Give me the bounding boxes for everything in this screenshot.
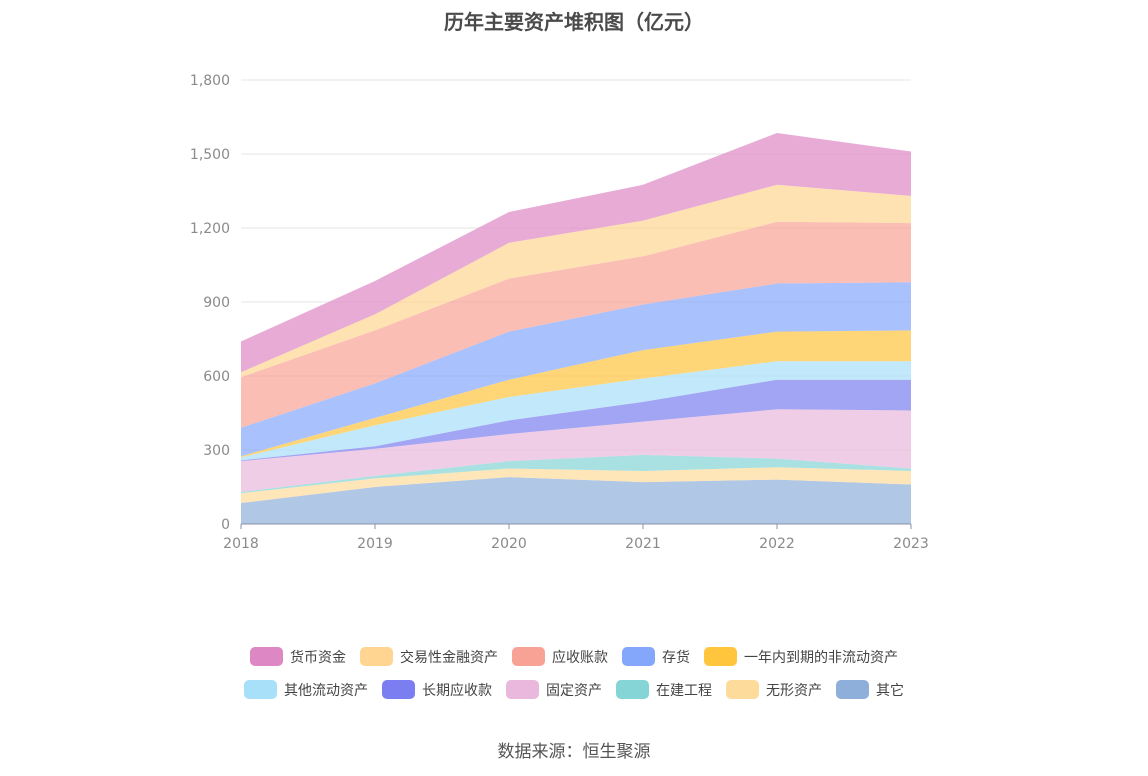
legend-item[interactable]: 交易性金融资产	[360, 647, 498, 667]
area-series-货币资金	[241, 133, 911, 373]
y-tick-label: 900	[203, 295, 230, 311]
legend-label: 一年内到期的非流动资产	[744, 649, 898, 666]
legend-row: 货币资金 交易性金融资产 应收账款 存货 一年内到期的非流动资产	[0, 640, 1148, 673]
legend-item[interactable]: 无形资产	[726, 680, 822, 700]
y-tick-label: 1,200	[190, 221, 230, 237]
legend-item[interactable]: 存货	[622, 647, 690, 667]
legend-swatch	[360, 647, 393, 666]
legend-label: 在建工程	[656, 682, 712, 699]
y-tick-label: 0	[221, 517, 230, 533]
legend-item[interactable]: 其他流动资产	[244, 680, 368, 700]
legend-row: 其他流动资产 长期应收款 固定资产 在建工程 无形资产 其它	[0, 673, 1148, 706]
legend-label: 固定资产	[546, 682, 602, 699]
legend-item[interactable]: 一年内到期的非流动资产	[704, 647, 898, 667]
legend-swatch	[836, 680, 869, 699]
legend-label: 其他流动资产	[284, 682, 368, 699]
legend-label: 其它	[876, 682, 904, 699]
legend-swatch	[250, 647, 283, 666]
y-tick-label: 600	[203, 369, 230, 385]
legend-swatch	[506, 680, 539, 699]
legend-swatch	[726, 680, 759, 699]
legend-item[interactable]: 应收账款	[512, 647, 608, 667]
legend-swatch	[704, 647, 737, 666]
area-series-一年内到期的非流动资产	[241, 330, 911, 458]
axes: 0 300 600 900 1,200 1,500 1,800 2018 2019 2020 202…	[190, 73, 929, 552]
legend-swatch	[382, 680, 415, 699]
area-series-存货	[241, 282, 911, 457]
area-series-固定资产	[241, 409, 911, 492]
legend-item[interactable]: 长期应收款	[382, 680, 492, 700]
legend-label: 无形资产	[766, 682, 822, 699]
legend-item[interactable]: 其它	[836, 680, 904, 700]
legend-label: 交易性金融资产	[400, 649, 498, 666]
legend-swatch	[616, 680, 649, 699]
legend-swatch	[622, 647, 655, 666]
x-tick-label: 2023	[893, 536, 929, 552]
x-tick-label: 2022	[759, 536, 795, 552]
area-series-长期应收款	[241, 379, 911, 462]
legend-label: 货币资金	[290, 649, 346, 666]
legend: 货币资金 交易性金融资产 应收账款 存货 一年内到期的非流动资产其他流动资产 长期应收款 固…	[0, 640, 1148, 706]
legend-label: 存货	[662, 649, 690, 666]
legend-item[interactable]: 货币资金	[250, 647, 346, 667]
area-series-应收账款	[241, 221, 911, 428]
chart-title: 历年主要资产堆积图（亿元）	[444, 10, 704, 34]
x-tick-label: 2018	[223, 536, 259, 552]
y-tick-label: 1,500	[190, 147, 230, 163]
area-series-无形资产	[241, 467, 911, 503]
legend-label: 长期应收款	[422, 682, 492, 699]
legend-swatch	[244, 680, 277, 699]
legend-item[interactable]: 在建工程	[616, 680, 712, 700]
y-tick-label: 1,800	[190, 73, 230, 89]
x-tick-label: 2019	[357, 536, 393, 552]
x-tick-label: 2021	[625, 536, 661, 552]
area-series-在建工程	[241, 454, 911, 494]
y-tick-label: 300	[203, 443, 230, 459]
x-tick-label: 2020	[491, 536, 527, 552]
area-series-交易性金融资产	[241, 184, 911, 378]
area-series-其他流动资产	[241, 361, 911, 461]
source-note: 数据来源：恒生聚源	[497, 742, 651, 762]
legend-swatch	[512, 647, 545, 666]
area-series-其它	[241, 477, 911, 524]
legend-item[interactable]: 固定资产	[506, 680, 602, 700]
area-series	[241, 133, 911, 524]
legend-label: 应收账款	[552, 649, 608, 666]
